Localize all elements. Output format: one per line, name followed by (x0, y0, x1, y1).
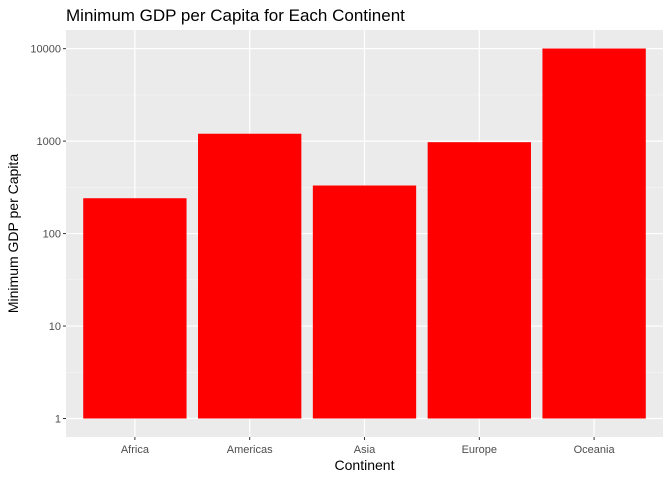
y-tick-label-4: 10000 (30, 44, 61, 56)
y-tick-label-0: 1 (55, 414, 61, 426)
bar-oceania (542, 48, 646, 419)
x-tick-label-africa: Africa (121, 444, 150, 456)
chart-title: Minimum GDP per Capita for Each Continen… (66, 6, 405, 25)
x-tick-label-asia: Asia (354, 444, 376, 456)
bar-africa (83, 198, 187, 419)
bars (83, 48, 646, 419)
y-axis-title: Minimum GDP per Capita (5, 154, 21, 313)
bar-americas (198, 133, 302, 419)
y-tick-label-3: 1000 (37, 136, 61, 148)
x-tick-label-oceania: Oceania (574, 444, 616, 456)
y-tick-label-2: 100 (43, 229, 61, 241)
x-tick-label-americas: Americas (227, 444, 273, 456)
bar-asia (312, 185, 417, 419)
x-axis: Africa Americas Asia Europe Oceania (121, 437, 616, 456)
x-tick-label-europe: Europe (462, 444, 497, 456)
y-tick-label-1: 10 (49, 321, 61, 333)
y-axis: 1 10 100 1000 10000 (30, 44, 66, 426)
x-axis-title: Continent (335, 457, 395, 473)
bar-europe (427, 142, 531, 419)
